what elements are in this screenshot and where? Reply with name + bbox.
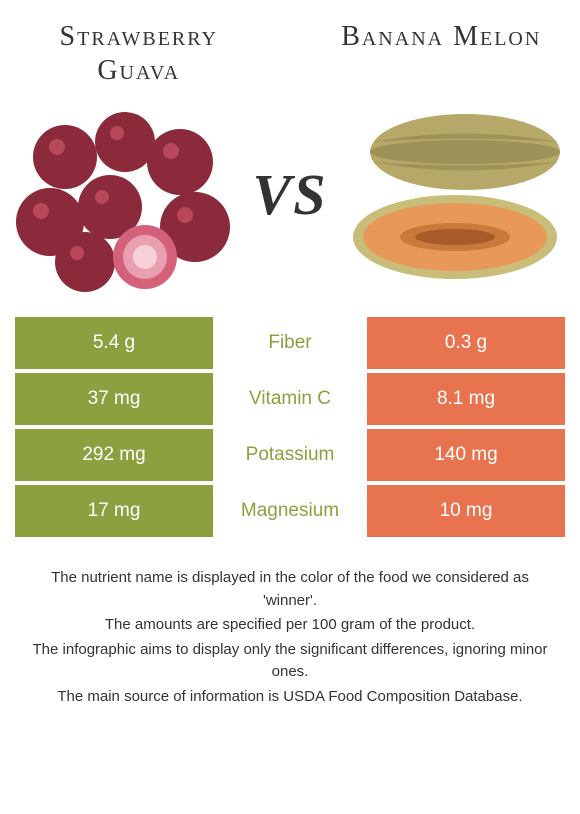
nutrient-label: Magnesium — [213, 485, 367, 537]
footer-line: The infographic aims to display only the… — [29, 639, 552, 684]
footer-notes: The nutrient name is displayed in the co… — [29, 567, 552, 710]
nutrient-row: 292 mgPotassium140 mg — [15, 429, 565, 481]
footer-line: The nutrient name is displayed in the co… — [29, 567, 552, 612]
nutrient-label: Fiber — [213, 317, 367, 369]
nutrient-table: 5.4 gFiber0.3 g37 mgVitamin C8.1 mg292 m… — [15, 317, 565, 537]
nutrient-label: Vitamin C — [213, 373, 367, 425]
right-value: 140 mg — [367, 429, 565, 481]
right-value: 10 mg — [367, 485, 565, 537]
images-row: VS — [15, 97, 565, 292]
footer-line: The amounts are specified per 100 gram o… — [29, 614, 552, 637]
right-value: 0.3 g — [367, 317, 565, 369]
left-value: 292 mg — [15, 429, 213, 481]
right-value: 8.1 mg — [367, 373, 565, 425]
nutrient-row: 37 mgVitamin C8.1 mg — [15, 373, 565, 425]
header: Strawberry Guava Banana Melon — [15, 20, 565, 87]
left-value: 17 mg — [15, 485, 213, 537]
left-food-image — [15, 97, 235, 292]
left-value: 37 mg — [15, 373, 213, 425]
nutrient-label: Potassium — [213, 429, 367, 481]
left-value: 5.4 g — [15, 317, 213, 369]
right-food-title: Banana Melon — [318, 20, 566, 87]
vs-label: VS — [253, 161, 328, 228]
right-food-image — [345, 97, 565, 292]
left-food-title: Strawberry Guava — [15, 20, 263, 87]
nutrient-row: 5.4 gFiber0.3 g — [15, 317, 565, 369]
footer-line: The main source of information is USDA F… — [29, 686, 552, 709]
nutrient-row: 17 mgMagnesium10 mg — [15, 485, 565, 537]
